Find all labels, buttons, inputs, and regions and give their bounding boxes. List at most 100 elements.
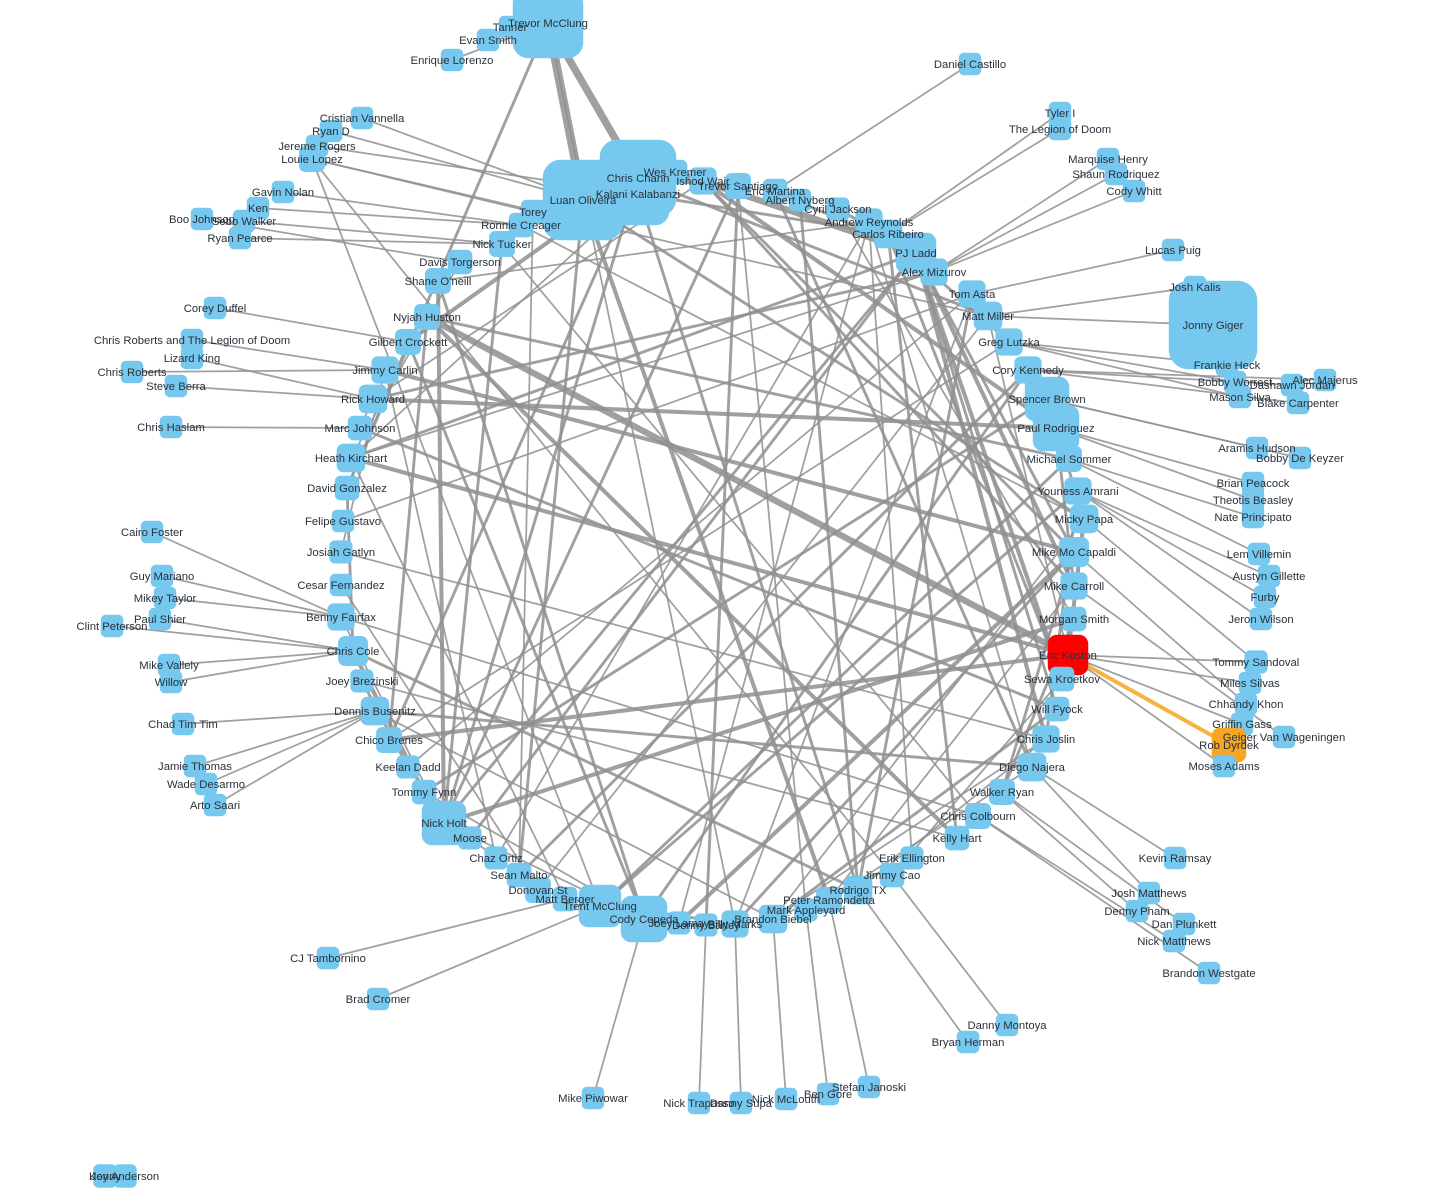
svg-text:Will Fyock: Will Fyock: [1031, 704, 1083, 716]
svg-text:Chris Joslin: Chris Joslin: [1017, 734, 1075, 746]
svg-text:The Legion of Doom: The Legion of Doom: [1009, 124, 1111, 136]
svg-text:Marquise Henry: Marquise Henry: [1068, 154, 1148, 166]
svg-text:Jeron Wilson: Jeron Wilson: [1228, 614, 1293, 626]
svg-text:Enrique Lorenzo: Enrique Lorenzo: [411, 55, 494, 67]
svg-text:Cesar Fernandez: Cesar Fernandez: [297, 580, 385, 592]
svg-text:Cairo Foster: Cairo Foster: [121, 527, 183, 539]
svg-text:Andrew Reynolds: Andrew Reynolds: [825, 217, 914, 229]
svg-text:Michael Sommer: Michael Sommer: [1027, 454, 1112, 466]
svg-text:Corey Duffel: Corey Duffel: [184, 303, 247, 315]
svg-text:Tom Asta: Tom Asta: [949, 289, 996, 301]
svg-text:Donovan St: Donovan St: [508, 885, 568, 897]
svg-text:Moses Adams: Moses Adams: [1189, 761, 1260, 773]
svg-text:Chris Roberts and The Legion o: Chris Roberts and The Legion of Doom: [94, 335, 290, 347]
svg-text:Danny Montoya: Danny Montoya: [967, 1020, 1047, 1032]
svg-text:Jereme Rogers: Jereme Rogers: [278, 141, 356, 153]
svg-text:Dennis Busenitz: Dennis Busenitz: [334, 706, 416, 718]
svg-text:Nick Holt: Nick Holt: [421, 818, 467, 830]
svg-text:Benny Fairfax: Benny Fairfax: [306, 612, 376, 624]
svg-text:Chris Roberts: Chris Roberts: [97, 367, 166, 379]
svg-text:Shaun Rodriquez: Shaun Rodriquez: [1072, 169, 1160, 181]
svg-text:Paul Shier: Paul Shier: [134, 614, 186, 626]
svg-text:Dan Plunkett: Dan Plunkett: [1152, 919, 1218, 931]
svg-text:Tommy Fynn: Tommy Fynn: [392, 787, 457, 799]
svg-text:Ryan D: Ryan D: [312, 126, 350, 138]
svg-text:Chris Haslam: Chris Haslam: [137, 422, 205, 434]
svg-text:Frankie Heck: Frankie Heck: [1194, 360, 1261, 372]
svg-text:Josh Kalis: Josh Kalis: [1169, 282, 1221, 294]
svg-text:Spencer Brown: Spencer Brown: [1008, 394, 1085, 406]
svg-text:Chris Cole: Chris Cole: [327, 646, 380, 658]
svg-text:Torey: Torey: [519, 207, 547, 219]
svg-text:Carlos Ribeiro: Carlos Ribeiro: [852, 229, 924, 241]
svg-text:Tanner: Tanner: [493, 22, 528, 34]
svg-text:Eric Koston: Eric Koston: [1039, 650, 1097, 662]
svg-text:Denny Pham: Denny Pham: [1104, 906, 1169, 918]
svg-text:Walker Ryan: Walker Ryan: [970, 787, 1034, 799]
svg-text:Chris Chann: Chris Chann: [607, 173, 670, 185]
svg-text:Micky Papa: Micky Papa: [1055, 514, 1114, 526]
svg-text:Chris Colbourn: Chris Colbourn: [940, 811, 1015, 823]
svg-text:Lem Villemin: Lem Villemin: [1227, 549, 1291, 561]
svg-text:Joey Brezinski: Joey Brezinski: [326, 676, 399, 688]
svg-text:Nick Matthews: Nick Matthews: [1137, 936, 1211, 948]
svg-text:Greg Lutzka: Greg Lutzka: [978, 337, 1040, 349]
svg-text:Jamie Thomas: Jamie Thomas: [158, 761, 232, 773]
svg-text:Griffin Gass: Griffin Gass: [1212, 719, 1272, 731]
svg-text:Cristian Vannella: Cristian Vannella: [320, 113, 405, 125]
svg-text:Brad Cromer: Brad Cromer: [346, 994, 411, 1006]
svg-text:Gavin Nolan: Gavin Nolan: [252, 187, 314, 199]
svg-text:Bobby De Keyzer: Bobby De Keyzer: [1256, 453, 1344, 465]
svg-text:Keelan Dadd: Keelan Dadd: [375, 762, 440, 774]
svg-text:Sewa Kroetkov: Sewa Kroetkov: [1024, 674, 1100, 686]
svg-text:Heath Kirchart: Heath Kirchart: [315, 453, 388, 465]
svg-text:Brandon Westgate: Brandon Westgate: [1162, 968, 1255, 980]
svg-text:Chico Brenes: Chico Brenes: [355, 735, 423, 747]
svg-text:Tommy Sandoval: Tommy Sandoval: [1213, 657, 1300, 669]
svg-text:Jimmy Cao: Jimmy Cao: [864, 870, 921, 882]
svg-text:Nick Trapasso: Nick Trapasso: [663, 1098, 735, 1110]
svg-text:Alex Mizurov: Alex Mizurov: [902, 267, 967, 279]
svg-text:Morgan Smith: Morgan Smith: [1039, 614, 1109, 626]
svg-text:Evan Smith: Evan Smith: [459, 35, 517, 47]
svg-text:Arto Saari: Arto Saari: [190, 800, 240, 812]
svg-text:CJ Tambornino: CJ Tambornino: [290, 953, 366, 965]
svg-text:Matt Miller: Matt Miller: [962, 311, 1014, 323]
svg-text:Ken: Ken: [248, 203, 268, 215]
svg-text:Joy Anderson: Joy Anderson: [91, 1171, 159, 1183]
svg-text:Josiah Gatlyn: Josiah Gatlyn: [307, 547, 375, 559]
svg-text:Guy Mariano: Guy Mariano: [130, 571, 195, 583]
svg-text:Louie Lopez: Louie Lopez: [281, 154, 343, 166]
svg-text:Jonny Giger: Jonny Giger: [1183, 320, 1244, 332]
svg-text:Kevin Ramsay: Kevin Ramsay: [1139, 853, 1212, 865]
svg-text:Nyjah Huston: Nyjah Huston: [393, 312, 461, 324]
svg-text:Nick Tucker: Nick Tucker: [472, 239, 531, 251]
svg-text:Lucas Puig: Lucas Puig: [1145, 245, 1201, 257]
svg-text:Bryan Herman: Bryan Herman: [932, 1037, 1005, 1049]
svg-text:Kelly Hart: Kelly Hart: [933, 833, 983, 845]
svg-text:Tyler I: Tyler I: [1045, 108, 1076, 120]
svg-text:Luan Oliveira: Luan Oliveira: [550, 195, 617, 207]
svg-text:Austyn Gillette: Austyn Gillette: [1233, 571, 1306, 583]
svg-text:Mike Carroll: Mike Carroll: [1044, 581, 1104, 593]
svg-text:PJ Ladd: PJ Ladd: [895, 248, 936, 260]
svg-text:Mikey Taylor: Mikey Taylor: [134, 593, 197, 605]
svg-text:Cody Whitt: Cody Whitt: [1106, 186, 1162, 198]
svg-text:Lizard King: Lizard King: [164, 353, 221, 365]
svg-text:Felipe Gustavo: Felipe Gustavo: [305, 516, 381, 528]
svg-text:Cyril Jackson: Cyril Jackson: [804, 204, 871, 216]
svg-text:Alec Majerus: Alec Majerus: [1292, 375, 1358, 387]
svg-text:Mike Vallely: Mike Vallely: [139, 660, 199, 672]
svg-text:Youness Amrani: Youness Amrani: [1037, 486, 1118, 498]
svg-text:Chhandy Khon: Chhandy Khon: [1209, 699, 1284, 711]
svg-text:Mike Mo Capaldi: Mike Mo Capaldi: [1032, 547, 1116, 559]
svg-text:Steve Berra: Steve Berra: [146, 381, 206, 393]
svg-text:Theotis Beasley: Theotis Beasley: [1213, 495, 1294, 507]
svg-text:Davis Torgerson: Davis Torgerson: [419, 257, 500, 269]
svg-text:Ronnie Creager: Ronnie Creager: [481, 220, 561, 232]
svg-text:Blake Carpenter: Blake Carpenter: [1257, 398, 1339, 410]
svg-text:Chaz Ortiz: Chaz Ortiz: [469, 853, 523, 865]
svg-text:Ryan Pearce: Ryan Pearce: [207, 233, 272, 245]
svg-text:Boo Johnson: Boo Johnson: [169, 214, 235, 226]
svg-text:Willow: Willow: [155, 677, 188, 689]
